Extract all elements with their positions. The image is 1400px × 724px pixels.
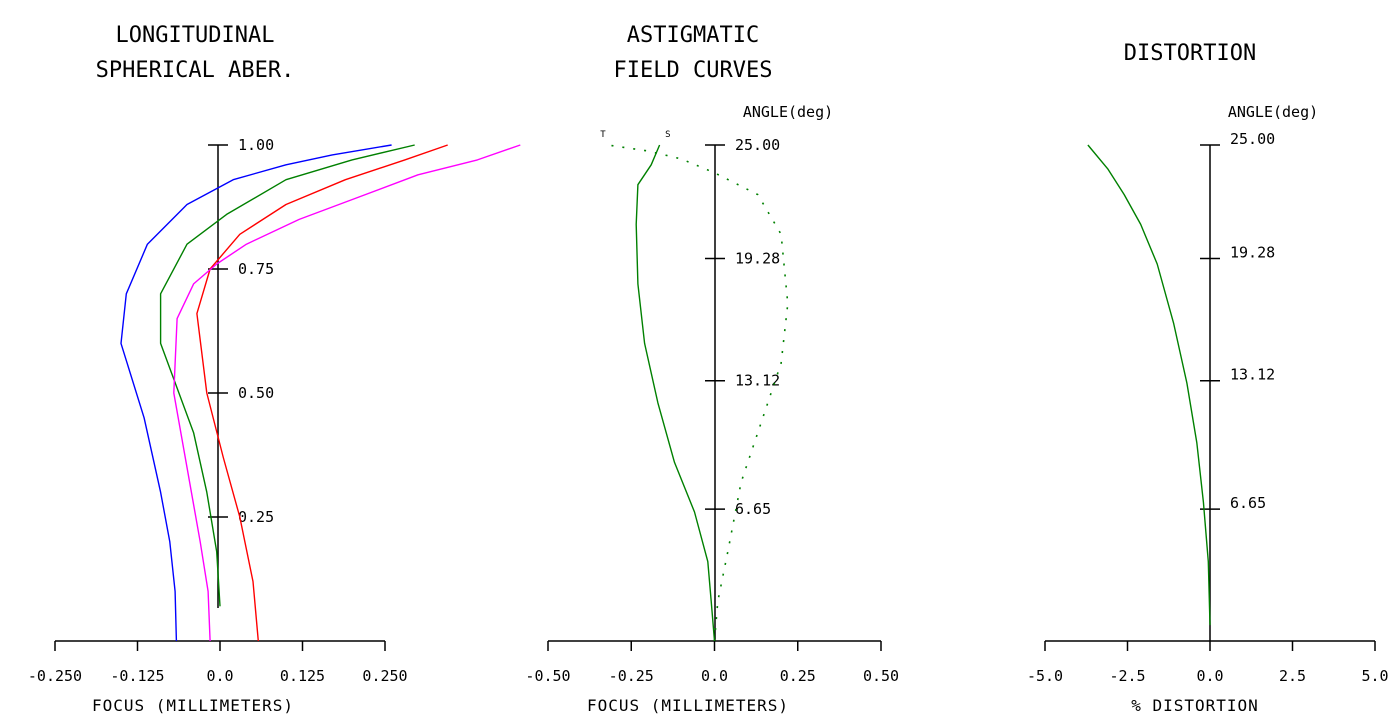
x-tick-label: 5.0 (1361, 667, 1388, 685)
y-axis-label: ANGLE(deg) (743, 103, 833, 121)
y-tick-label: 19.28 (1230, 243, 1275, 261)
chart-title-line: LONGITUDINAL (116, 23, 275, 48)
x-tick-label: 0.50 (863, 667, 899, 685)
tangential-marker-label: T (600, 130, 606, 140)
x-axis-label: FOCUS (MILLIMETERS) (92, 696, 294, 715)
x-tick-label: -0.125 (110, 667, 164, 685)
x-tick-label: 0.0 (701, 667, 728, 685)
x-tick-label: -0.25 (609, 667, 654, 685)
x-tick-label: -5.0 (1027, 667, 1063, 685)
series-line-1 (1087, 144, 1211, 626)
series-line-t (607, 144, 789, 642)
y-tick-label: 25.00 (735, 136, 780, 154)
series-line-s (635, 144, 716, 642)
y-tick-label: 13.12 (735, 372, 780, 390)
x-tick-label: 2.5 (1279, 667, 1306, 685)
series-line-3 (196, 144, 448, 642)
x-tick-label: 0.250 (362, 667, 407, 685)
distortion-panel: DISTORTION ANGLE(deg) -5.0 -2.5 0.0 2.5 5.0 % D… (1027, 41, 1389, 715)
x-tick-label: -0.250 (28, 667, 82, 685)
chart-title-line: SPHERICAL ABER. (96, 58, 295, 83)
x-axis-label: % DISTORTION (1131, 696, 1259, 715)
y-tick-label: 13.12 (1230, 366, 1275, 384)
y-tick-label: 6.65 (1230, 494, 1266, 512)
x-tick-label: 0.0 (1196, 667, 1223, 685)
y-tick-label: 0.75 (238, 260, 274, 278)
series-line-1 (120, 144, 392, 642)
y-tick-label: 0.25 (238, 508, 274, 526)
y-tick-label: 0.50 (238, 384, 274, 402)
x-tick-label: 0.125 (280, 667, 325, 685)
x-tick-label: 0.0 (206, 667, 233, 685)
chart-title-line: ASTIGMATIC (627, 23, 759, 48)
y-tick-label: 6.65 (735, 500, 771, 518)
series-line-2 (159, 144, 415, 607)
astigmatic-field-curves-panel: ASTIGMATIC FIELD CURVES ANGLE(deg) -0.50 -0.… (525, 23, 899, 715)
x-tick-label: -2.5 (1109, 667, 1145, 685)
sagittal-marker-label: S (665, 130, 670, 140)
x-tick-label: 0.25 (780, 667, 816, 685)
y-tick-label: 19.28 (735, 249, 780, 267)
chart-title-line: FIELD CURVES (614, 58, 773, 83)
y-axis-label: ANGLE(deg) (1228, 103, 1318, 121)
y-tick-label: 25.00 (1230, 130, 1275, 148)
chart-title-line: DISTORTION (1124, 41, 1256, 66)
x-axis-label: FOCUS (MILLIMETERS) (587, 696, 789, 715)
y-tick-label: 1.00 (238, 136, 274, 154)
x-tick-label: -0.50 (525, 667, 570, 685)
spherical-aberration-panel: LONGITUDINAL SPHERICAL ABER. -0.250 -0.125 0… (28, 23, 521, 715)
series-line-4 (173, 144, 521, 642)
